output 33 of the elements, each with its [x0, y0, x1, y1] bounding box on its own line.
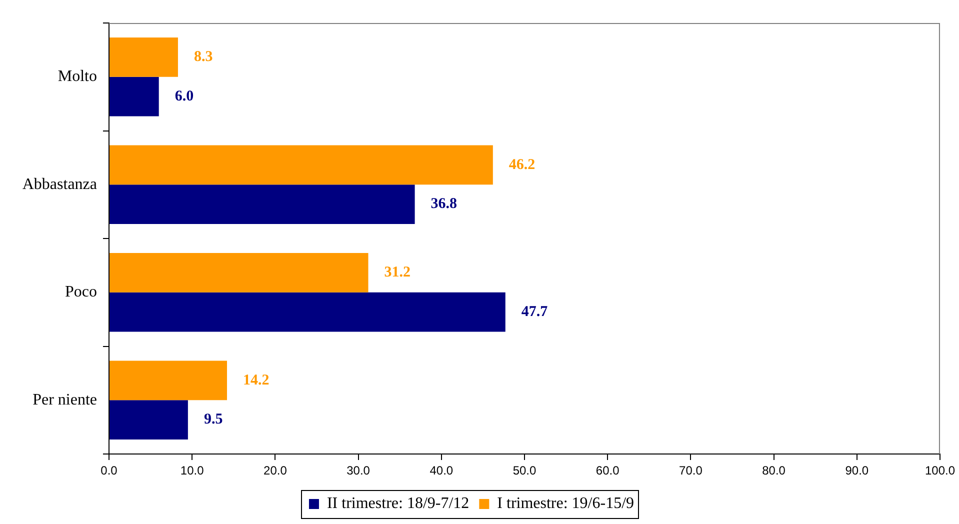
- data-label: 8.3: [194, 49, 213, 66]
- data-label: 31.2: [384, 264, 411, 281]
- x-tick-label: 20.0: [264, 464, 288, 478]
- data-label: 9.5: [204, 412, 223, 428]
- bar: [110, 184, 415, 224]
- bar: [110, 38, 178, 77]
- y-tick-label: Abbastanza: [22, 176, 97, 193]
- bar: [110, 360, 227, 400]
- bar: [110, 400, 188, 440]
- x-tick-label: 10.0: [180, 464, 204, 478]
- x-tick-label: 0.0: [100, 464, 118, 478]
- bar: [110, 145, 493, 185]
- x-tick-label: 80.0: [762, 464, 786, 478]
- y-tick-label: Molto: [58, 68, 97, 86]
- y-tick-label: Poco: [65, 284, 97, 301]
- bar: [110, 253, 368, 292]
- x-tick-label: 70.0: [679, 464, 703, 478]
- bar: [110, 76, 159, 116]
- x-tick-label: 40.0: [430, 464, 454, 478]
- data-label: 6.0: [174, 88, 194, 104]
- x-tick-label: 50.0: [512, 464, 536, 478]
- legend-label: I trimestre: 19/6-15/9: [497, 495, 634, 512]
- data-label: 14.2: [243, 372, 270, 388]
- legend-label: II trimestre: 18/9-7/12: [326, 495, 470, 512]
- x-tick-label: 90.0: [845, 464, 869, 478]
- x-tick-label: 60.0: [596, 464, 620, 478]
- bar: [110, 292, 506, 332]
- x-tick-label: 100.0: [924, 464, 956, 478]
- y-tick-label: Per niente: [32, 391, 97, 408]
- data-label: 47.7: [521, 304, 548, 320]
- data-label: 36.8: [430, 196, 458, 212]
- data-label: 46.2: [508, 156, 536, 173]
- x-tick-label: 30.0: [346, 464, 370, 478]
